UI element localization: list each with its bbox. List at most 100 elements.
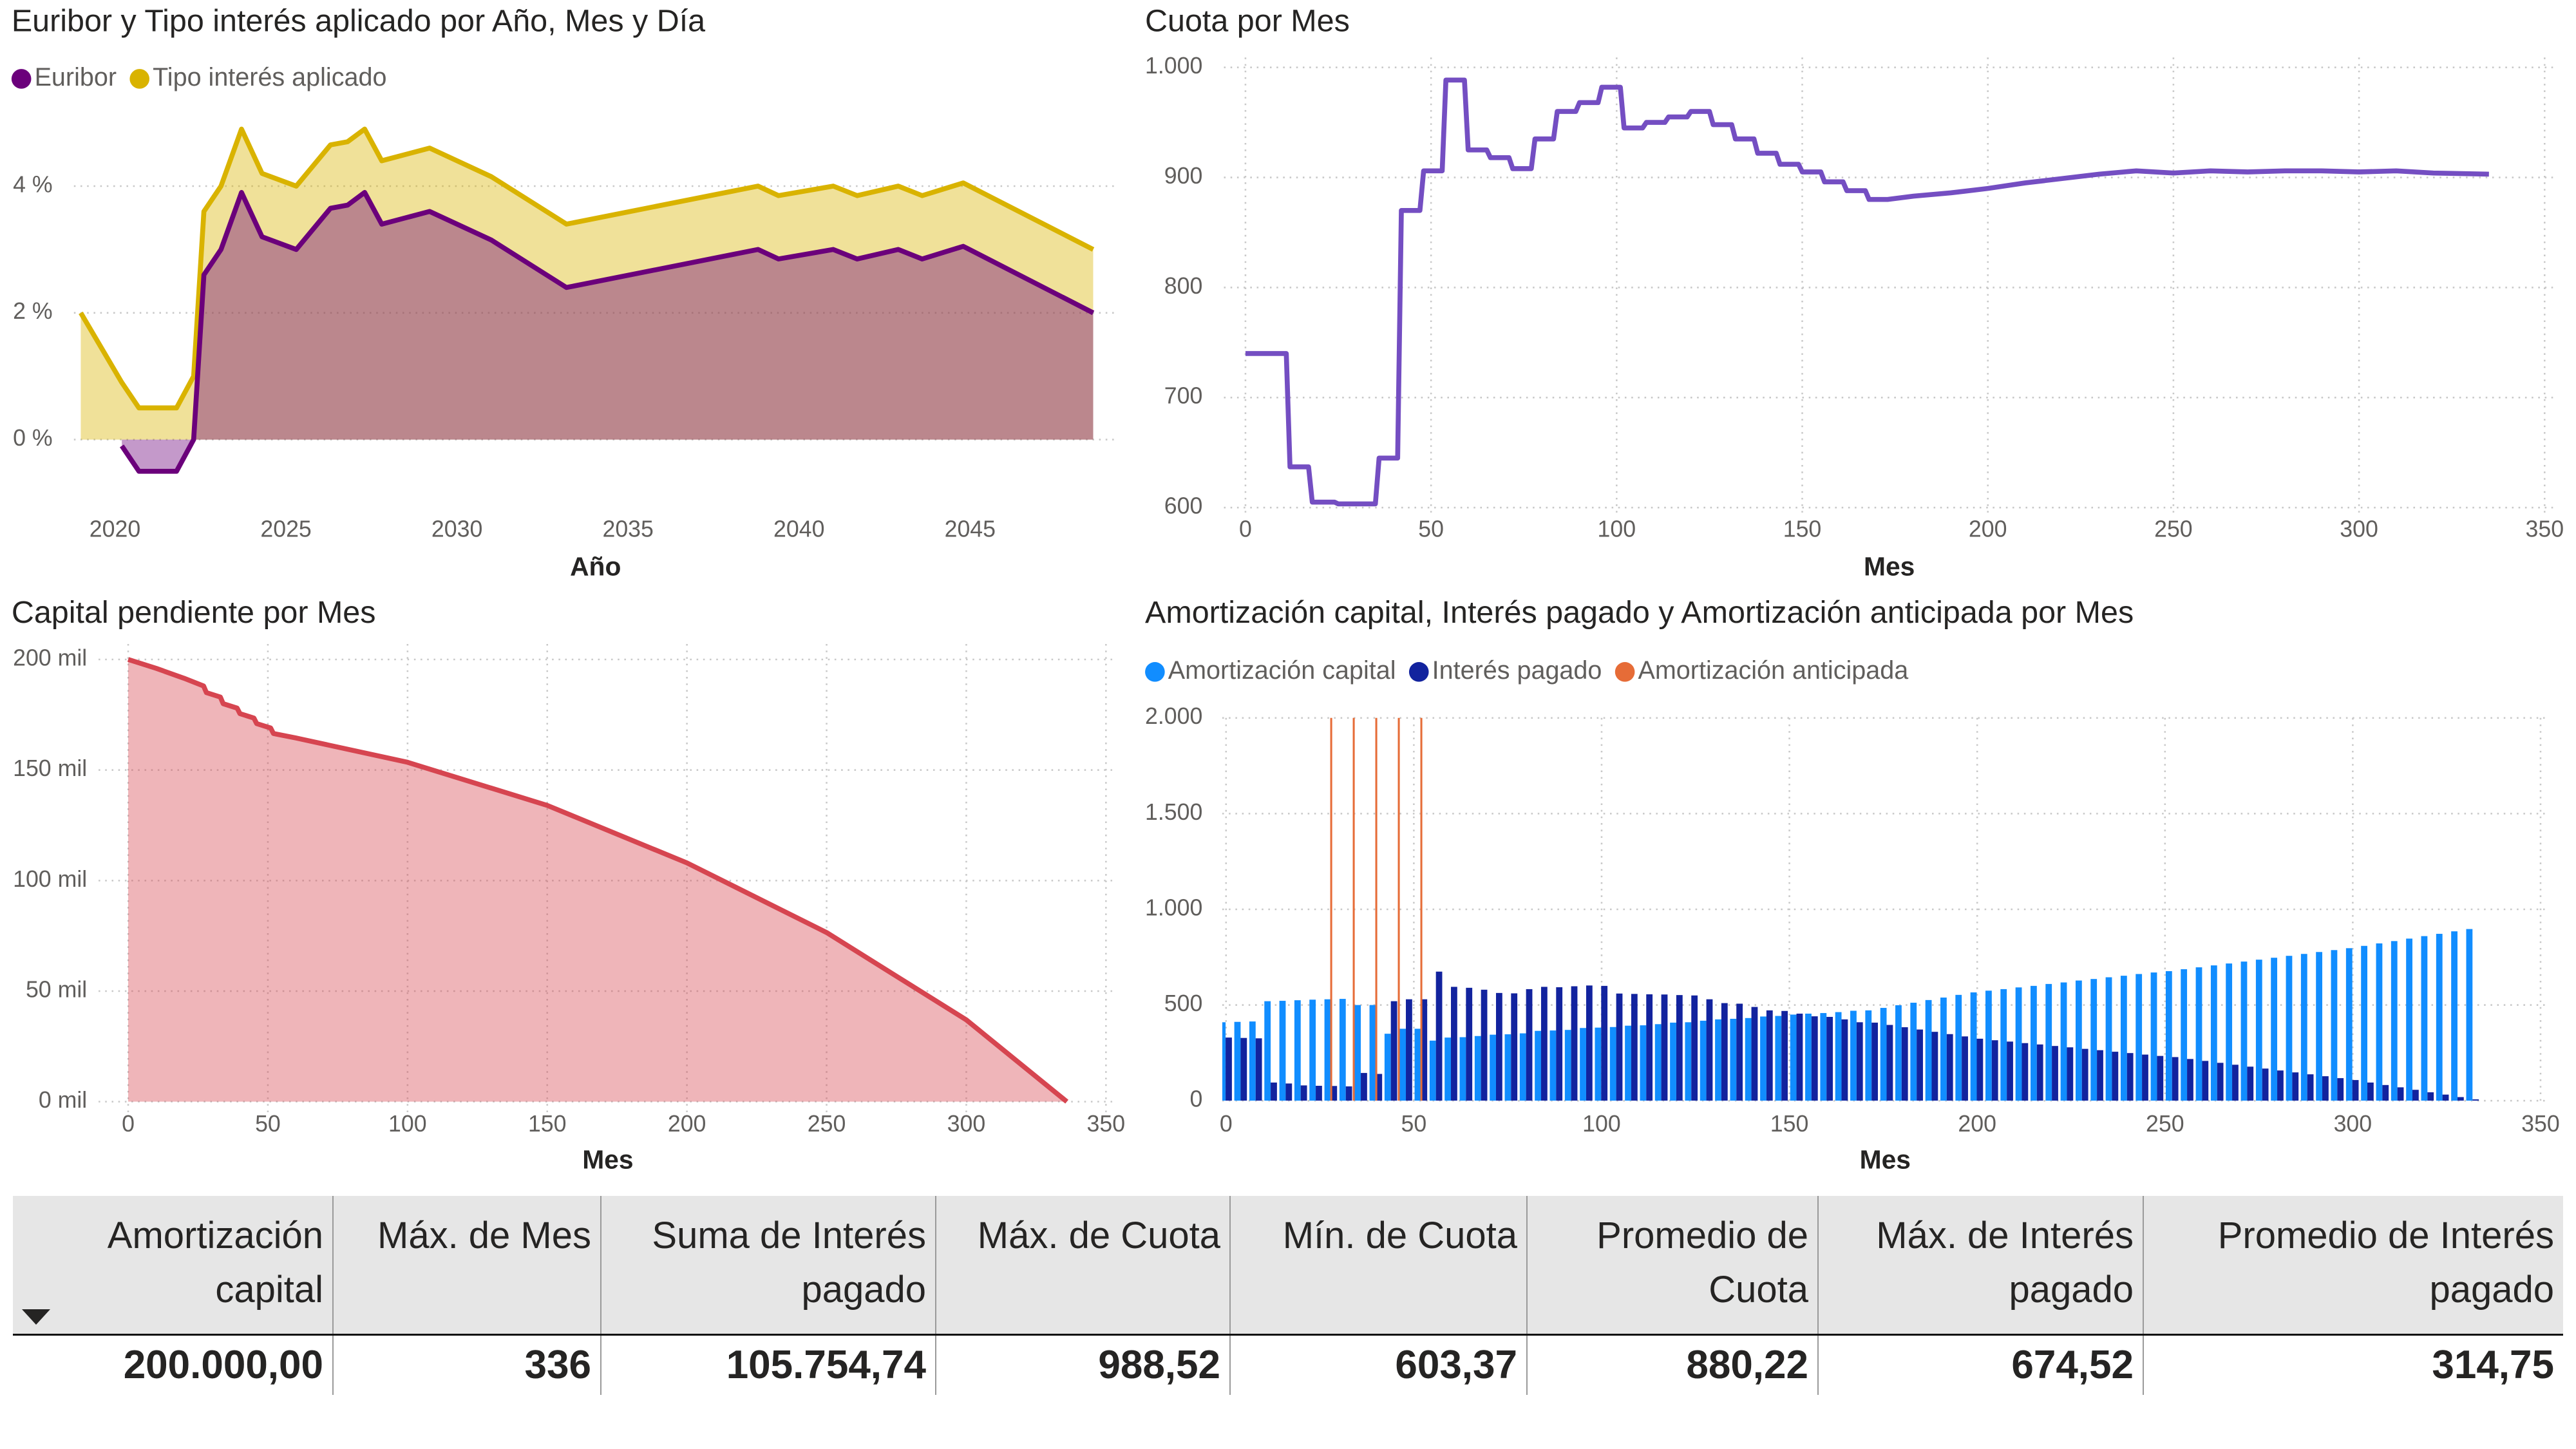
table-cell: 988,52	[936, 1336, 1231, 1395]
bar	[1511, 993, 1518, 1101]
bar	[1901, 1027, 1908, 1101]
bar	[1745, 1018, 1752, 1101]
column-header[interactable]: Máx. de Mes	[334, 1196, 601, 1334]
bar	[2030, 985, 2037, 1101]
bar	[2382, 1084, 2389, 1101]
bar	[1805, 1013, 1812, 1101]
bar	[2277, 1070, 2284, 1101]
bar	[1339, 999, 1346, 1101]
bar	[1925, 999, 1932, 1101]
chart-title: Euribor y Tipo interés aplicado por Año,…	[12, 4, 705, 39]
bar	[1330, 717, 1332, 1101]
y-tick-label: 0 %	[13, 425, 53, 451]
bar	[2187, 1059, 2193, 1101]
area	[128, 659, 1067, 1102]
bar	[2036, 1044, 2043, 1101]
bar	[1399, 1028, 1406, 1101]
bar	[1601, 985, 1608, 1101]
column-header[interactable]: Máx. de Interés pagado	[1819, 1196, 2144, 1334]
bar	[1414, 1028, 1421, 1101]
bar	[2345, 948, 2353, 1101]
summary-table: Amortización capital Máx. de Mes Suma de…	[13, 1196, 2563, 1395]
bar	[1706, 999, 1713, 1101]
bar	[1444, 1037, 1452, 1101]
header-text: Suma de Interés pagado	[652, 1215, 926, 1311]
column-header[interactable]: Promedio de Cuota	[1528, 1196, 1819, 1334]
bar	[2412, 1090, 2419, 1101]
bar	[1670, 1022, 1676, 1101]
line	[127, 657, 1069, 1104]
bar	[2000, 989, 2007, 1101]
bar	[1631, 994, 1638, 1101]
bar	[1361, 1073, 1367, 1101]
bar	[1835, 1012, 1842, 1101]
line	[1245, 77, 2489, 507]
bar	[1850, 1010, 1857, 1101]
x-tick-label: 0	[1239, 516, 1252, 542]
column-header[interactable]: Máx. de Cuota	[936, 1196, 1231, 1334]
bar	[2217, 1063, 2224, 1101]
table-cell: 880,22	[1528, 1336, 1819, 1395]
bar	[1940, 997, 1947, 1101]
bar	[2442, 1094, 2449, 1101]
bar	[1331, 1086, 1338, 1101]
y-tick-label: 0 mil	[39, 1087, 87, 1113]
bar	[2262, 1068, 2269, 1101]
bar	[2292, 1072, 2299, 1101]
bar	[2232, 1065, 2239, 1101]
bar	[2202, 1061, 2209, 1101]
bar	[1406, 999, 1412, 1101]
bar	[2090, 979, 2098, 1101]
bar	[2136, 974, 2143, 1101]
bar	[2271, 958, 2278, 1101]
column-header[interactable]: Suma de Interés pagado	[601, 1196, 936, 1334]
area	[122, 192, 1094, 471]
bar	[2376, 943, 2383, 1101]
bar	[1781, 1010, 1788, 1101]
bar	[2391, 941, 2398, 1101]
bar	[1970, 992, 1977, 1101]
x-tick-label: 150	[1770, 1111, 1809, 1137]
line	[119, 190, 1095, 474]
bar	[1490, 1034, 1496, 1101]
y-tick-label: 100 mil	[13, 866, 87, 892]
sort-icon[interactable]	[22, 1309, 50, 1325]
bar	[1481, 989, 1488, 1101]
bar	[1451, 987, 1457, 1101]
y-tick-label: 1.500	[1145, 799, 1202, 825]
bar	[1474, 1036, 1481, 1101]
bar	[1736, 1003, 1743, 1101]
bar	[1826, 1017, 1833, 1101]
x-tick-label: 350	[2525, 516, 2564, 542]
bar	[2300, 954, 2307, 1101]
bar	[1730, 1018, 1737, 1101]
x-tick-label: 200	[668, 1111, 706, 1137]
bar	[1871, 1022, 1878, 1101]
bar	[1300, 1085, 1307, 1101]
x-tick-label: 150	[1783, 516, 1822, 542]
bar	[1595, 1027, 1602, 1101]
bar	[1865, 1010, 1872, 1101]
column-header[interactable]: Promedio de Interés pagado	[2144, 1196, 2563, 1334]
column-header[interactable]: Mín. de Cuota	[1231, 1196, 1528, 1334]
bar	[1700, 1020, 1707, 1101]
y-tick-label: 1.000	[1145, 53, 1202, 79]
x-tick-label: 2045	[945, 516, 996, 542]
bar	[1540, 987, 1548, 1101]
bar	[1917, 1029, 1923, 1101]
bar	[2406, 938, 2412, 1101]
bar	[1691, 995, 1698, 1101]
bar	[1571, 986, 1578, 1101]
bar	[2337, 1078, 2344, 1101]
bar	[1556, 987, 1563, 1101]
bar	[2195, 967, 2202, 1101]
bar	[1790, 1014, 1797, 1101]
bar	[1820, 1013, 1827, 1101]
bar	[1279, 1001, 1286, 1101]
bar	[1352, 717, 1355, 1101]
y-tick-label: 900	[1164, 163, 1203, 189]
bar	[2436, 934, 2443, 1101]
column-header[interactable]: Amortización capital	[13, 1196, 334, 1334]
bar	[2451, 931, 2458, 1101]
legend-label: Amortización capital	[1168, 656, 1396, 685]
